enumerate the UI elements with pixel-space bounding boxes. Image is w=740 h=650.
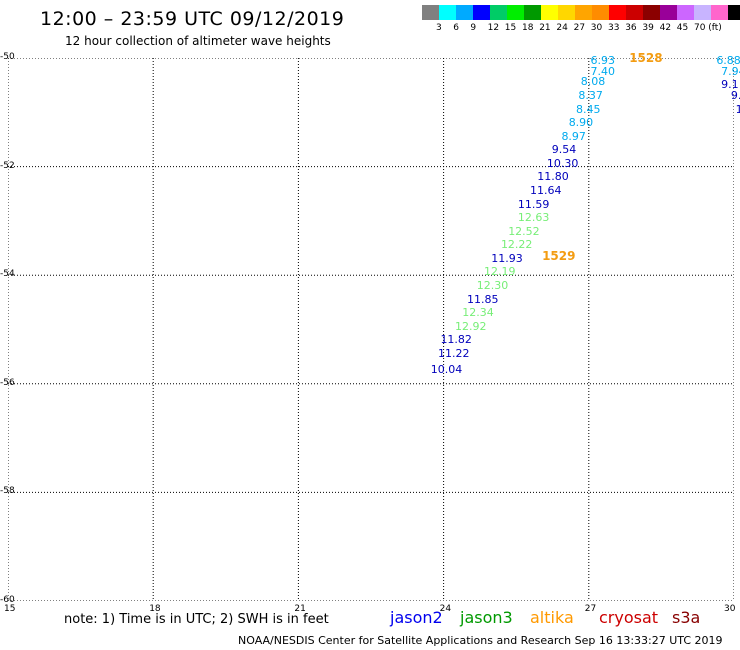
wave-height-point: 11.64 <box>529 184 562 198</box>
legend-label: 45 <box>676 23 689 33</box>
legend-label: (ft) <box>708 23 722 33</box>
wave-height-point: 12.30 <box>476 279 509 293</box>
lat-tick-label: -54 <box>0 269 15 280</box>
satellite-label-cryosat: cryosat <box>599 608 659 627</box>
lat-tick-label: -60 <box>0 595 15 605</box>
wave-height-point: 8.90 <box>568 116 594 130</box>
legend-swatch <box>609 5 626 20</box>
legend-label: 42 <box>659 23 672 33</box>
wave-height-point: 12.19 <box>484 265 516 279</box>
lon-tick-label: 24 <box>439 604 452 614</box>
legend-label: 9 <box>470 23 477 33</box>
wave-height-point: 11.80 <box>537 170 569 184</box>
legend-swatch <box>643 5 660 20</box>
legend-label: 39 <box>642 23 654 33</box>
satellite-label-altika: altika <box>530 608 574 627</box>
lon-tick-label: 21 <box>294 604 306 614</box>
legend-label: 18 <box>522 23 534 33</box>
wave-height-point: 10.04 <box>430 363 463 377</box>
lat-tick-label: -56 <box>0 377 15 388</box>
wave-height-point: 11.22 <box>438 346 470 360</box>
wave-height-point: 7.94 <box>721 64 740 78</box>
wave-height-point: 8.97 <box>561 129 586 143</box>
pass-label: 1528 <box>629 51 663 65</box>
wave-height-point: 12.92 <box>454 319 487 333</box>
legend-label: 15 <box>504 23 517 33</box>
lon-tick-label: 30 <box>724 604 736 614</box>
wave-height-point: 12.52 <box>508 224 540 238</box>
wave-height-point: 11.85 <box>467 292 499 306</box>
satellite-label-jason3: jason3 <box>460 608 513 627</box>
lat-tick-label: -50 <box>0 52 15 62</box>
map-subtitle: 12 hour collection of altimeter wave hei… <box>65 34 331 48</box>
wave-height-point: 10 <box>735 102 740 116</box>
wave-height-point: 11.59 <box>517 197 550 211</box>
legend-swatch <box>575 5 592 20</box>
satellite-label-jason2: jason2 <box>390 608 443 627</box>
legend-label: 24 <box>556 23 568 33</box>
lon-tick-label: 18 <box>149 604 161 614</box>
color-legend <box>422 5 740 21</box>
pass-label: 1529 <box>542 249 576 264</box>
footer-credit: NOAA/NESDIS Center for Satellite Applica… <box>238 634 723 647</box>
legend-swatch <box>507 5 524 20</box>
map-title: 12:00 – 23:59 UTC 09/12/2019 <box>40 8 345 30</box>
lat-tick-label: -52 <box>0 160 15 171</box>
wave-height-point: 12.34 <box>462 306 494 320</box>
legend-swatch <box>558 5 575 20</box>
legend-swatch <box>626 5 643 20</box>
wave-height-point: 7.40 <box>590 64 615 78</box>
legend-swatch <box>524 5 541 20</box>
legend-swatch <box>660 5 677 20</box>
legend-label: 12 <box>487 23 500 33</box>
wave-height-point: 8.37 <box>578 89 603 102</box>
legend-swatch <box>711 5 728 20</box>
legend-swatch <box>728 5 740 20</box>
legend-swatch <box>456 5 473 20</box>
wave-height-point: 6.93 <box>590 53 615 67</box>
legend-label: 33 <box>608 23 620 33</box>
wave-height-point: 6.88 <box>716 53 740 67</box>
wave-height-point: 12.22 <box>500 238 533 252</box>
legend-label: 21 <box>539 23 551 33</box>
satellite-label-s3a: s3a <box>672 608 701 627</box>
note-text: note: 1) Time is in UTC; 2) SWH is in fe… <box>64 612 329 627</box>
legend-label: 27 <box>573 23 586 33</box>
wave-height-point: 12.63 <box>517 211 550 225</box>
legend-swatch <box>592 5 609 20</box>
lon-tick-label: 27 <box>584 604 597 614</box>
legend-label: 3 <box>436 23 442 33</box>
wave-height-point: 9. <box>730 89 740 102</box>
wave-height-point: 11.82 <box>440 333 472 347</box>
legend-label: 70 <box>694 23 706 33</box>
lon-tick-label: 15 <box>4 604 16 614</box>
legend-swatch <box>490 5 507 20</box>
lat-tick-label: -58 <box>0 486 15 497</box>
wave-height-point: 10.30 <box>546 156 579 170</box>
legend-swatch <box>694 5 711 20</box>
legend-label: 6 <box>453 23 459 33</box>
legend-swatch <box>677 5 694 20</box>
legend-swatch <box>473 5 490 20</box>
wave-height-point: 8.45 <box>575 102 601 116</box>
wave-height-map <box>8 58 734 601</box>
legend-swatch <box>439 5 456 20</box>
wave-height-point: 9.1 <box>721 78 739 92</box>
wave-height-point: 11.93 <box>491 251 523 265</box>
wave-height-point: 8.08 <box>580 75 606 89</box>
legend-label: 36 <box>625 23 637 33</box>
wave-height-point: 9.54 <box>551 143 577 157</box>
legend-swatch <box>541 5 558 20</box>
legend-swatch <box>422 5 439 20</box>
legend-label: 30 <box>590 23 603 33</box>
